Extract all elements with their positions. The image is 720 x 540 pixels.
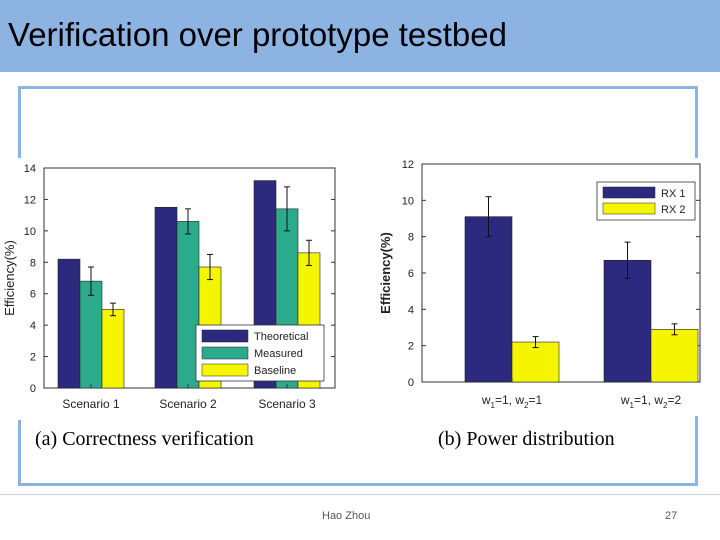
- title-bar: [0, 0, 720, 72]
- y-tick-label-a: 6: [30, 289, 36, 301]
- legend-swatch-a: [201, 363, 249, 377]
- y-tick-label-b: 4: [408, 304, 414, 316]
- bar-b: [464, 216, 513, 383]
- x-tick-label-a: Scenario 3: [258, 397, 316, 411]
- y-tick-label-b: 0: [408, 377, 414, 389]
- y-tick-label-a: 0: [30, 383, 36, 395]
- y-axis-label-b: Efficiency(%): [378, 232, 393, 314]
- bar-a: [79, 280, 103, 389]
- x-tick-label-b: w1=1, w2=2: [620, 393, 682, 410]
- bar-b: [511, 341, 560, 383]
- legend-swatch-b: [602, 186, 656, 199]
- bar-b: [603, 259, 652, 383]
- footer-author: Hao Zhou: [322, 510, 371, 522]
- y-tick-label-b: 6: [408, 268, 414, 280]
- caption-b: (b) Power distribution: [438, 428, 615, 450]
- y-tick-label-b: 2: [408, 341, 414, 353]
- footer-divider: [0, 494, 720, 495]
- y-tick-label-a: 4: [30, 320, 36, 332]
- y-tick-label-b: 10: [402, 195, 414, 207]
- x-tick-label-a: Scenario 2: [159, 397, 217, 411]
- x-tick-label-b: w1=1, w2=1: [481, 393, 543, 410]
- legend-label-a: Theoretical: [254, 331, 308, 343]
- y-tick-label-b: 12: [402, 159, 414, 171]
- x-tick-label-a: Scenario 1: [62, 397, 120, 411]
- y-tick-label-a: 12: [24, 194, 36, 206]
- legend-label-a: Baseline: [254, 365, 296, 377]
- figure-a: 0 2 4 6 8 10 12 14 Efficiency(%) Scenario 1 Scenar…: [0, 158, 345, 420]
- y-tick-label-a: 10: [24, 226, 36, 238]
- bar-a: [154, 206, 178, 389]
- bar-a: [101, 309, 125, 389]
- bar-a: [57, 258, 81, 389]
- page-number: 27: [665, 510, 678, 522]
- y-tick-label-b: 8: [408, 232, 414, 244]
- chart-b: 0 2 4 6 8 10 12 Efficiency(%) w1=1, w2=1 w1=1, w2…: [378, 159, 701, 410]
- y-tick-label-a: 8: [30, 257, 36, 269]
- legend-label-b: RX 2: [661, 204, 685, 216]
- y-tick-label-a: 14: [24, 163, 36, 175]
- legend-swatch-b: [602, 202, 656, 215]
- legend-label-a: Measured: [254, 348, 303, 360]
- legend-swatch-a: [201, 329, 249, 343]
- legend-swatch-a: [201, 346, 249, 360]
- slide-title: Verification over prototype testbed: [8, 16, 507, 53]
- y-axis-label-a: Efficiency(%): [2, 240, 17, 316]
- y-tick-label-a: 2: [30, 352, 36, 364]
- chart-a: 0 2 4 6 8 10 12 14 Efficiency(%) Scenario 1 Scenar…: [2, 163, 336, 411]
- caption-a: (a) Correctness verification: [35, 428, 254, 450]
- legend-label-b: RX 1: [661, 188, 685, 200]
- figure-b: 0 2 4 6 8 10 12 Efficiency(%) w1=1, w2=1 w1=1, w2…: [372, 158, 706, 416]
- bar-b: [650, 329, 699, 383]
